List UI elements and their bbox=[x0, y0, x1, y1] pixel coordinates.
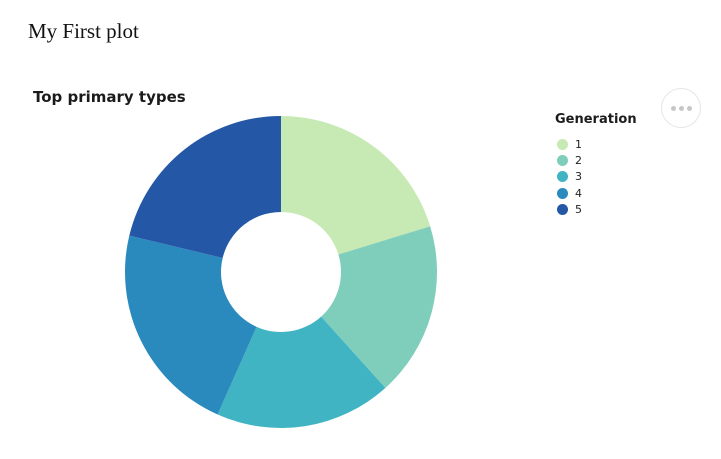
legend-item-5: 5 bbox=[555, 201, 637, 217]
donut-segment-4 bbox=[124, 235, 257, 415]
legend-item-2: 2 bbox=[555, 152, 637, 168]
donut-segment-3 bbox=[217, 316, 386, 428]
legend-swatch-icon bbox=[557, 154, 568, 166]
legend-label: 4 bbox=[575, 186, 582, 200]
legend-swatch-icon bbox=[557, 203, 568, 215]
donut-segment-2 bbox=[321, 226, 438, 388]
legend-items: 1 2 3 4 5 bbox=[555, 136, 637, 217]
legend-title: Generation bbox=[555, 112, 637, 127]
chart-actions-button[interactable] bbox=[661, 88, 701, 128]
legend-label: 3 bbox=[575, 170, 582, 184]
legend-item-3: 3 bbox=[555, 169, 637, 185]
legend-item-1: 1 bbox=[555, 136, 637, 152]
legend-swatch-icon bbox=[557, 138, 568, 150]
legend: Generation 1 2 3 4 5 bbox=[555, 112, 637, 217]
legend-label: 1 bbox=[575, 137, 582, 151]
chart-title: Top primary types bbox=[33, 88, 186, 106]
ellipsis-icon bbox=[678, 105, 684, 111]
legend-item-4: 4 bbox=[555, 185, 637, 201]
donut-segment-1 bbox=[281, 116, 431, 255]
donut-segment-5 bbox=[129, 116, 281, 258]
legend-swatch-icon bbox=[557, 171, 568, 183]
legend-label: 2 bbox=[575, 153, 582, 167]
legend-swatch-icon bbox=[557, 187, 568, 199]
legend-label: 5 bbox=[575, 202, 582, 216]
ellipsis-icon bbox=[670, 105, 676, 111]
ellipsis-icon bbox=[686, 105, 692, 111]
page-title: My First plot bbox=[28, 19, 139, 43]
